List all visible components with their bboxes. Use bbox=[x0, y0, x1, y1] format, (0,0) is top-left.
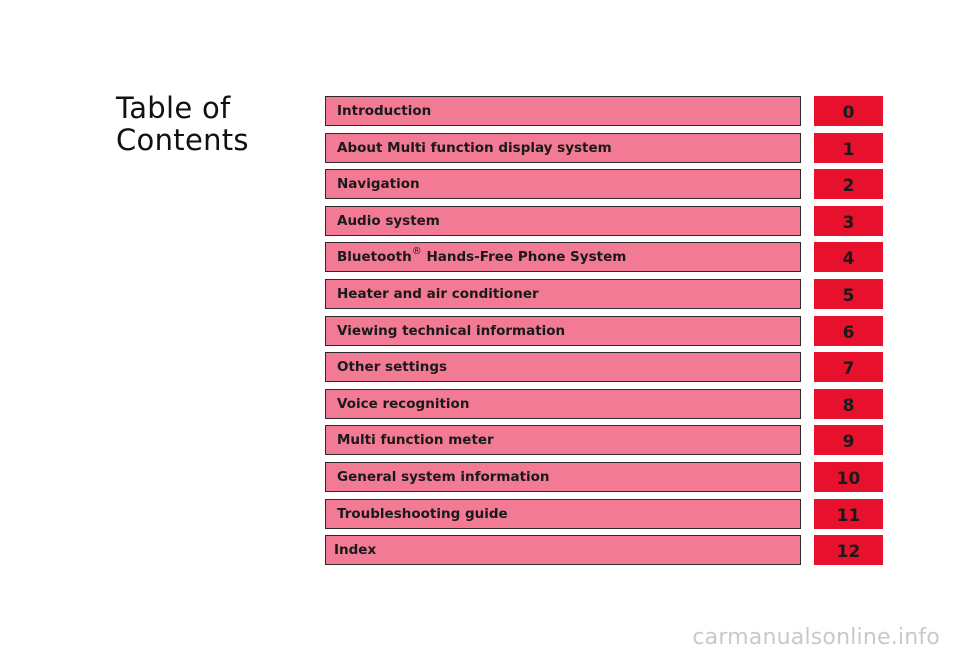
toc-row-about-display[interactable]: About Multi function display system 1 bbox=[325, 132, 885, 163]
chapter-number: 11 bbox=[836, 505, 861, 526]
toc-list: Introduction 0 About Multi function disp… bbox=[325, 96, 885, 572]
chapter-number: 6 bbox=[842, 322, 855, 343]
chapter-tab[interactable]: 4 bbox=[814, 242, 883, 273]
chapter-number: 9 bbox=[842, 432, 855, 453]
toc-bar[interactable]: General system information bbox=[325, 461, 801, 492]
chapter-number: 5 bbox=[842, 285, 855, 306]
toc-label: Introduction bbox=[337, 103, 432, 119]
chapter-number: 8 bbox=[842, 395, 855, 416]
toc-bar[interactable]: Troubleshooting guide bbox=[325, 498, 801, 529]
chapter-tab[interactable]: 11 bbox=[814, 498, 883, 529]
toc-label: General system information bbox=[337, 468, 550, 485]
toc-bar[interactable]: Multi function meter bbox=[325, 425, 801, 456]
toc-row-other-settings[interactable]: Other settings 7 bbox=[325, 352, 885, 383]
toc-row-voice-recognition[interactable]: Voice recognition 8 bbox=[325, 388, 885, 419]
chapter-tab[interactable]: 10 bbox=[814, 461, 883, 492]
page-title-line-2: Contents bbox=[116, 123, 249, 157]
toc-bar[interactable]: Introduction bbox=[325, 96, 801, 126]
toc-bar[interactable]: Viewing technical information bbox=[325, 315, 801, 346]
chapter-number: 1 bbox=[842, 139, 855, 160]
toc-label: Heater and air conditioner bbox=[337, 285, 539, 302]
chapter-tab[interactable]: 2 bbox=[814, 169, 883, 200]
toc-row-index[interactable]: Index 12 bbox=[325, 535, 885, 566]
toc-label: Viewing technical information bbox=[337, 322, 566, 339]
watermark: carmanualsonline.info bbox=[692, 625, 940, 650]
toc-label: Navigation bbox=[337, 176, 420, 193]
chapter-tab[interactable]: 12 bbox=[814, 535, 883, 566]
chapter-number: 3 bbox=[842, 212, 855, 233]
toc-label: Other settings bbox=[337, 359, 448, 376]
toc-row-technical-info[interactable]: Viewing technical information 6 bbox=[325, 315, 885, 346]
chapter-tab[interactable]: 1 bbox=[814, 132, 883, 163]
chapter-tab[interactable]: 5 bbox=[814, 278, 883, 309]
chapter-number: 10 bbox=[836, 468, 861, 489]
chapter-tab[interactable]: 7 bbox=[814, 352, 883, 383]
chapter-number: 12 bbox=[836, 542, 861, 563]
toc-row-bluetooth[interactable]: Bluetooth® Hands-Free Phone System 4 bbox=[325, 242, 885, 273]
toc-row-navigation[interactable]: Navigation 2 bbox=[325, 169, 885, 200]
toc-row-heater[interactable]: Heater and air conditioner 5 bbox=[325, 278, 885, 309]
toc-bar[interactable]: Audio system bbox=[325, 205, 801, 236]
chapter-number: 4 bbox=[842, 249, 855, 270]
toc-row-troubleshooting[interactable]: Troubleshooting guide 11 bbox=[325, 498, 885, 529]
toc-label: Voice recognition bbox=[337, 395, 470, 412]
chapter-number: 0 bbox=[842, 103, 855, 123]
toc-bar[interactable]: Bluetooth® Hands-Free Phone System bbox=[325, 242, 801, 273]
page-title: Table of Contents bbox=[116, 92, 306, 156]
chapter-tab[interactable]: 9 bbox=[814, 425, 883, 456]
toc-bar[interactable]: Heater and air conditioner bbox=[325, 278, 801, 309]
toc-bar[interactable]: Navigation bbox=[325, 169, 801, 200]
page-title-line-1: Table of bbox=[116, 91, 231, 125]
toc-label: Troubleshooting guide bbox=[337, 505, 508, 522]
toc-row-audio[interactable]: Audio system 3 bbox=[325, 205, 885, 236]
chapter-number: 7 bbox=[842, 359, 855, 380]
toc-bar[interactable]: Index bbox=[325, 535, 801, 566]
toc-label: Index bbox=[334, 542, 377, 559]
toc-row-multi-function-meter[interactable]: Multi function meter 9 bbox=[325, 425, 885, 456]
chapter-tab[interactable]: 3 bbox=[814, 205, 883, 236]
toc-label: About Multi function display system bbox=[337, 139, 612, 156]
chapter-tab[interactable]: 6 bbox=[814, 315, 883, 346]
toc-label-part: Hands-Free Phone System bbox=[421, 249, 627, 266]
toc-bar[interactable]: About Multi function display system bbox=[325, 132, 801, 163]
chapter-number: 2 bbox=[842, 176, 855, 197]
registered-mark: ® bbox=[411, 246, 422, 258]
toc-label: Multi function meter bbox=[337, 432, 494, 449]
toc-label: Audio system bbox=[337, 212, 440, 229]
toc-row-general-info[interactable]: General system information 10 bbox=[325, 461, 885, 492]
toc-label-part: Bluetooth bbox=[337, 249, 412, 266]
chapter-tab[interactable]: 0 bbox=[814, 96, 883, 126]
toc-bar[interactable]: Other settings bbox=[325, 352, 801, 383]
toc-bar[interactable]: Voice recognition bbox=[325, 388, 801, 419]
toc-row-introduction[interactable]: Introduction 0 bbox=[325, 96, 885, 126]
chapter-tab[interactable]: 8 bbox=[814, 388, 883, 419]
toc-label: Bluetooth® Hands-Free Phone System bbox=[337, 246, 627, 266]
